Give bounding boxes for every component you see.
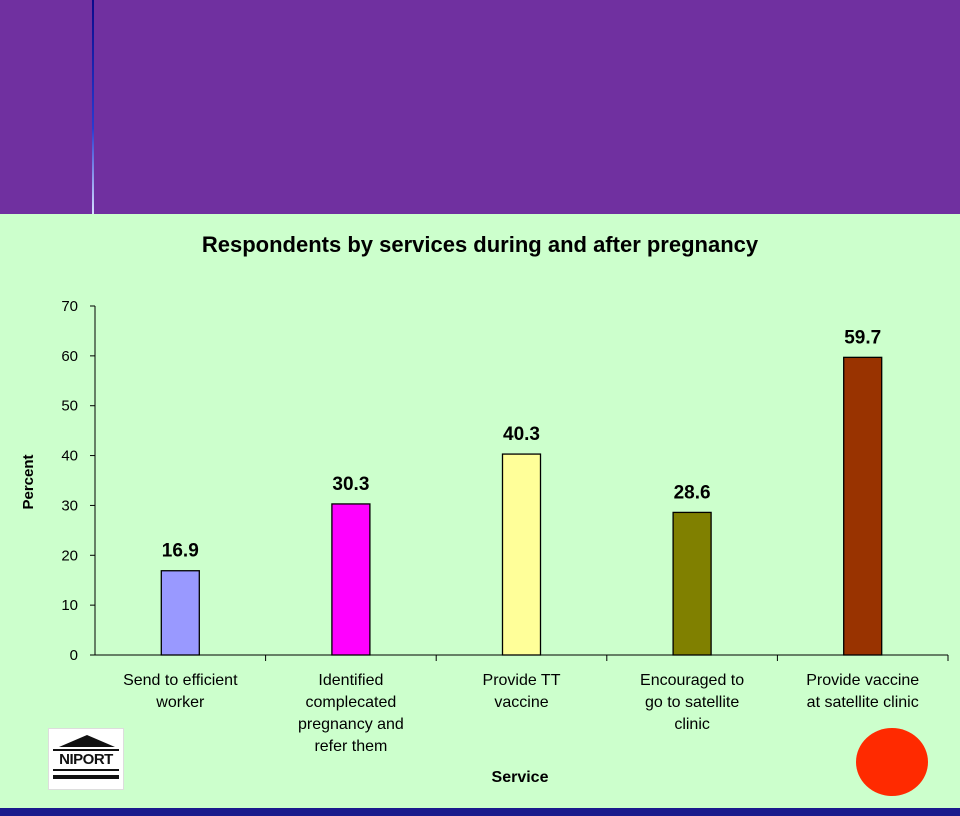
x-tick-label: Provide TT [483,672,561,689]
chart-title: Respondents by services during and after… [201,232,759,257]
y-axis-label: Percent [20,454,37,509]
footer-band [0,808,960,816]
x-tick-label: Provide vaccine [806,672,919,689]
x-axis-label: Service [492,769,549,786]
x-tick-label: at satellite clinic [807,694,919,711]
x-tick-label: go to satellite [645,694,739,711]
x-tick-label: pregnancy and [298,716,404,733]
bar-chart: 0 10 20 30 40 50 60 70 Percent 16.9 Send to effici… [20,298,949,786]
y-tick-label: 40 [61,448,78,465]
y-tick-label: 10 [61,597,78,614]
x-tick-label: Send to efficient [123,672,238,689]
y-tick-label: 20 [61,547,78,564]
niport-logo: NIPORT [48,728,124,790]
y-tick-label: 0 [70,647,78,664]
data-label: 16.9 [162,541,199,562]
x-tick-label: clinic [674,716,710,733]
logo-roof-icon [59,735,115,747]
header-band [0,0,960,214]
logo-base [53,775,119,779]
data-label: 40.3 [503,424,540,445]
x-tick-label: worker [155,694,205,711]
y-tick-label: 70 [61,298,78,315]
y-tick-label: 50 [61,398,78,415]
bar [501,453,542,656]
bar [672,511,712,656]
logo-text: NIPORT [53,749,119,771]
y-tick-label: 30 [61,497,78,514]
red-circle-marker [856,728,928,796]
data-label: 59.7 [844,327,881,348]
x-tick-label: Encouraged to [640,672,744,689]
bar [331,503,371,656]
data-label: 28.6 [674,482,711,503]
x-tick-label: refer them [314,738,387,755]
bar [160,570,200,656]
x-tick-label: complecated [306,694,397,711]
x-tick-label: Identified [318,672,383,689]
x-tick-label: vaccine [494,694,548,711]
header-divider-line [92,0,94,214]
bar [843,356,883,656]
y-tick-label: 60 [61,348,78,365]
data-label: 30.3 [332,474,369,495]
